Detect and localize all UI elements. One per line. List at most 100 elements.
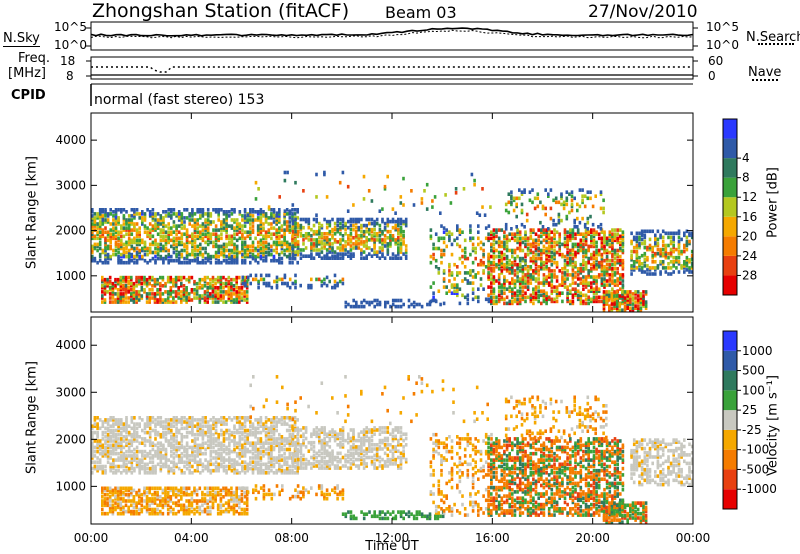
echo-cell (175, 224, 178, 228)
echo-cell (214, 290, 217, 294)
echo-cell (299, 256, 303, 260)
echo-cell (611, 279, 614, 283)
echo-cell (151, 214, 155, 218)
echo-cell (677, 260, 681, 264)
echo-cell (644, 300, 648, 304)
echo-cell (643, 241, 647, 246)
echo-cell (644, 306, 648, 310)
echo-cell (487, 275, 490, 279)
echo-cell (166, 275, 170, 280)
echo-cell (635, 266, 639, 270)
echo-cell (206, 238, 210, 243)
echo-cell (273, 279, 276, 284)
echo-cell (529, 281, 533, 285)
echo-cell (307, 221, 311, 226)
echo-cell (217, 441, 220, 445)
echo-cell (550, 269, 554, 273)
echo-cell (183, 454, 186, 458)
echo-cell (251, 218, 255, 222)
echo-cell (397, 252, 400, 256)
echo-cell (98, 246, 102, 251)
echo-cell (592, 256, 596, 261)
echo-cell (204, 250, 207, 255)
echo-cell (529, 230, 533, 234)
echo-cell (112, 471, 115, 475)
echo-cell (579, 262, 583, 267)
echo-cell (264, 424, 268, 428)
echo-cell (362, 244, 366, 248)
echo-cell (204, 228, 207, 232)
echo-cell (164, 454, 168, 458)
echo-cell (375, 252, 379, 256)
echo-cell (595, 289, 598, 293)
echo-cell (199, 250, 202, 255)
echo-cell (214, 460, 218, 464)
echo-cell (238, 292, 241, 296)
echo-cell (101, 230, 105, 234)
echo-cell (225, 260, 228, 265)
echo-cell (613, 281, 617, 285)
echo-cell (206, 208, 210, 212)
echo-cell (122, 300, 125, 304)
echo-cell (114, 214, 118, 218)
echo-cell (373, 244, 376, 248)
echo-cell (185, 232, 189, 236)
echo-cell (595, 291, 598, 295)
echo-cell (310, 242, 313, 246)
echo-cell (191, 214, 194, 218)
echo-cell (228, 451, 231, 456)
echo-cell (325, 248, 329, 252)
echo-cell (175, 449, 178, 454)
echo-cell (349, 254, 353, 258)
echo-cell (264, 258, 268, 263)
echo-cell (109, 256, 112, 261)
echo-cell (672, 245, 675, 250)
echo-cell (135, 277, 138, 282)
echo-cell (590, 297, 593, 302)
echo-cell (555, 293, 559, 298)
echo-cell (249, 232, 252, 236)
echo-cell (108, 275, 112, 280)
echo-cell (175, 454, 178, 458)
echo-cell (524, 258, 527, 263)
echo-cell (190, 290, 194, 294)
echo-cell (378, 300, 382, 305)
echo-cell (219, 290, 223, 294)
echo-cell (243, 240, 247, 245)
echo-cell (328, 246, 332, 250)
echo-cell (550, 275, 554, 279)
echo-cell (222, 218, 226, 222)
echo-cell (503, 297, 506, 302)
echo-cell (91, 208, 94, 212)
echo-cell (278, 256, 281, 261)
echo-cell (336, 246, 339, 250)
echo-cell (312, 256, 316, 260)
echo-cell (154, 430, 157, 435)
echo-cell (597, 236, 601, 241)
echo-cell (217, 208, 220, 212)
echo-cell (254, 456, 257, 460)
echo-cell (520, 208, 524, 213)
echo-cell (233, 248, 236, 253)
echo-cell (230, 284, 233, 288)
echo-cell (209, 468, 213, 473)
echo-cell (159, 441, 163, 445)
echo-cell (130, 458, 134, 462)
echo-cell (667, 231, 670, 236)
echo-cell (156, 232, 160, 236)
echo-cell (243, 445, 247, 450)
echo-cell (119, 284, 123, 288)
echo-cell (339, 256, 342, 260)
echo-cell (672, 231, 675, 236)
echo-cell (91, 447, 94, 452)
echo-cell (122, 422, 126, 426)
echo-cell (246, 428, 249, 433)
echo-cell (579, 267, 583, 271)
echo-cell (320, 283, 324, 288)
echo-cell (111, 296, 115, 300)
echo-cell (214, 242, 218, 247)
echo-cell (336, 256, 339, 260)
echo-cell (644, 302, 648, 306)
echo-cell (285, 208, 289, 212)
echo-cell (469, 271, 472, 275)
